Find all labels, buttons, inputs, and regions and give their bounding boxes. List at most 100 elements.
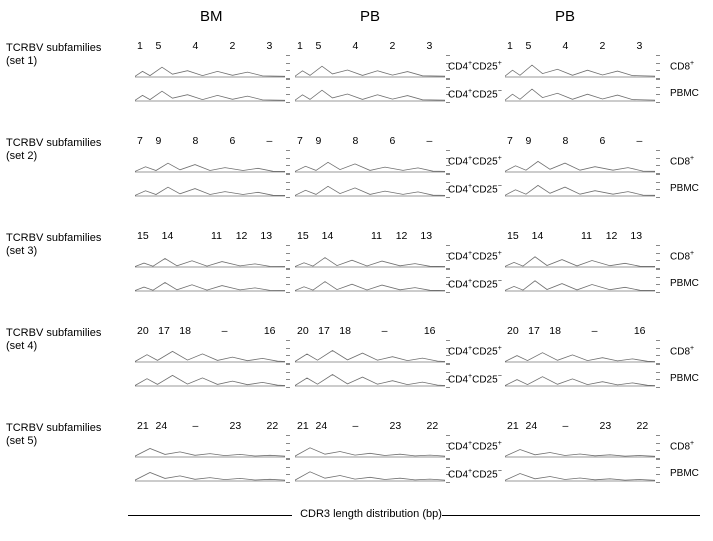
spectra-row [295,269,445,293]
axis-ticks [286,364,291,388]
spectratype-plot [135,364,285,388]
subfamily-numbers: 1514111213 [135,230,285,242]
spectratype-plot [505,459,655,483]
col-header-pb2: PB [555,8,575,25]
col-header-pb1: PB [360,8,380,25]
axis-ticks [286,245,291,269]
spectra-row [295,340,445,364]
spectra-row [505,245,655,269]
population-label: CD4+CD25+ [448,155,502,167]
spectratype-plot [135,340,285,364]
subfamily-numbers: 15423 [505,40,655,52]
subfamily-numbers: 15423 [295,40,445,52]
panel-group: 1514111213 [505,230,655,293]
spectra-row [505,150,655,174]
subfamily-numbers: 1514111213 [505,230,655,242]
axis-ticks [656,174,661,198]
subfamily-numbers: 201718–16 [505,325,655,337]
spectra-row [135,364,285,388]
spectratype-plot [135,459,285,483]
spectra-row [135,435,285,459]
population-label: PBMC [670,183,699,194]
axis-ticks [656,269,661,293]
spectratype-plot [135,174,285,198]
spectra-row [135,340,285,364]
axis-ticks [656,459,661,483]
panel-group: 15423 [505,40,655,103]
population-label: CD4+CD25− [448,88,502,100]
set-label: TCRBV subfamilies(set 3) [6,232,126,258]
population-label: CD4+CD25+ [448,60,502,72]
spectratype-plot [505,150,655,174]
spectratype-plot [505,435,655,459]
population-label: CD8+ [670,60,694,72]
axis-label: CDR3 length distribution (bp) [296,508,446,520]
population-label: CD4+CD25+ [448,345,502,357]
panel-group: 7986– [295,135,445,198]
panel-group: 1514111213 [295,230,445,293]
subfamily-numbers: 2124–2322 [135,420,285,432]
panel-group: 2124–2322 [135,420,285,483]
spectratype-plot [295,435,445,459]
spectratype-plot [295,150,445,174]
population-label: CD4+CD25− [448,183,502,195]
set-label: TCRBV subfamilies(set 5) [6,422,126,448]
spectratype-plot [135,79,285,103]
spectratype-plot [295,364,445,388]
spectra-row [295,435,445,459]
axis-ticks [656,364,661,388]
spectratype-plot [135,245,285,269]
spectra-row [135,459,285,483]
subfamily-numbers: 7986– [505,135,655,147]
panel-group: 201718–16 [135,325,285,388]
axis-ticks [656,55,661,79]
axis-ticks [656,435,661,459]
population-label: CD4+CD25+ [448,440,502,452]
spectratype-plot [295,245,445,269]
subfamily-numbers: 7986– [295,135,445,147]
spectratype-plot [505,55,655,79]
population-label: CD8+ [670,345,694,357]
spectra-row [505,459,655,483]
spectra-row [135,174,285,198]
spectra-row [135,55,285,79]
set-label: TCRBV subfamilies(set 2) [6,137,126,163]
spectratype-plot [505,364,655,388]
spectratype-plot [505,79,655,103]
population-label: PBMC [670,468,699,479]
spectratype-plot [295,340,445,364]
spectratype-plot [505,245,655,269]
spectra-row [295,150,445,174]
spectratype-plot [505,269,655,293]
population-label: PBMC [670,373,699,384]
axis-ticks [286,269,291,293]
population-label: CD4+CD25− [448,278,502,290]
subfamily-numbers: 15423 [135,40,285,52]
population-label: PBMC [670,278,699,289]
spectra-row [295,55,445,79]
spectratype-plot [135,435,285,459]
axis-line-right [442,515,700,516]
population-label: PBMC [670,88,699,99]
spectra-row [505,55,655,79]
spectra-row [295,364,445,388]
spectratype-plot [505,340,655,364]
spectra-row [505,364,655,388]
spectra-row [505,79,655,103]
set-label: TCRBV subfamilies(set 1) [6,42,126,68]
spectra-row [135,150,285,174]
axis-ticks [656,245,661,269]
axis-ticks [656,340,661,364]
spectratype-plot [295,55,445,79]
axis-ticks [286,150,291,174]
spectratype-plot [505,174,655,198]
spectratype-plot [135,269,285,293]
subfamily-numbers: 1514111213 [295,230,445,242]
spectra-row [135,269,285,293]
population-label: CD8+ [670,250,694,262]
panel-group: 2124–2322 [295,420,445,483]
spectratype-plot [295,174,445,198]
panel-group: 7986– [505,135,655,198]
axis-ticks [286,435,291,459]
spectra-row [505,435,655,459]
